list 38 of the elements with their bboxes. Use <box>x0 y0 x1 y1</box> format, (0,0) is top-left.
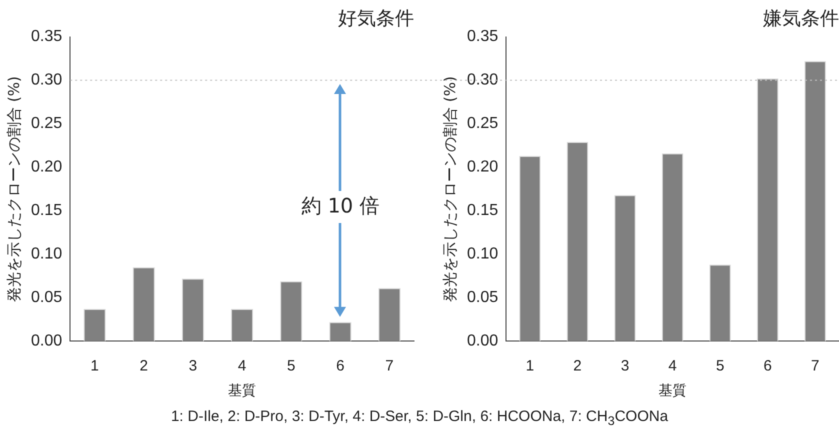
y-tick-label: 0.00 <box>31 332 62 350</box>
x-tick-label: 1 <box>90 357 99 374</box>
y-tick-label: 0.30 <box>31 72 62 89</box>
y-tick-label: 0.25 <box>467 115 498 132</box>
chart-title: 嫌気条件 <box>763 7 839 30</box>
x-tick-label: 1 <box>526 357 534 374</box>
x-axis-title: 基質 <box>228 383 256 400</box>
y-tick-label: 0.10 <box>31 246 62 263</box>
x-tick-label: 7 <box>811 357 820 374</box>
x-tick-label: 6 <box>336 357 344 374</box>
x-tick-label: 6 <box>764 357 772 374</box>
x-tick-label: 3 <box>188 357 198 374</box>
y-tick-label: 0.15 <box>31 202 62 220</box>
y-tick-label: 0.20 <box>467 158 498 176</box>
chart-title: 好気条件 <box>338 7 414 30</box>
y-tick-label: 0.10 <box>467 246 498 263</box>
y-tick-label: 0.30 <box>467 72 498 89</box>
x-tick-label: 2 <box>140 357 148 374</box>
x-axis-title: 基質 <box>658 383 687 400</box>
x-tick-label: 3 <box>620 357 630 374</box>
y-tick-label: 0.35 <box>467 28 498 46</box>
y-tick-label: 0.35 <box>31 28 62 46</box>
y-axis-title: 発光を示したクローンの割合 (%) <box>440 76 459 302</box>
x-tick-label: 5 <box>716 357 724 374</box>
x-tick-label: 7 <box>385 357 394 374</box>
y-axis-title: 発光を示したクローンの割合 (%) <box>4 76 23 302</box>
y-tick-label: 0.15 <box>467 202 498 220</box>
y-tick-label: 0.05 <box>31 289 62 306</box>
y-tick-label: 0.00 <box>467 332 498 350</box>
annotation: 約 10 倍 <box>301 193 380 218</box>
y-tick-label: 0.25 <box>31 115 62 132</box>
y-tick-label: 0.20 <box>31 158 62 176</box>
text: 1: D-Ile, 2: D-Pro, 3: D-Tyr, 4: D-Ser, 5: D-Gln, 6: HCOONa, 7: CH$_{3}$COONa <box>170 408 670 428</box>
x-tick-label: 5 <box>287 357 296 374</box>
y-tick-label: 0.05 <box>467 289 498 306</box>
x-tick-label: 2 <box>573 357 582 374</box>
x-tick-label: 4 <box>238 357 246 374</box>
x-tick-label: 4 <box>668 357 677 374</box>
